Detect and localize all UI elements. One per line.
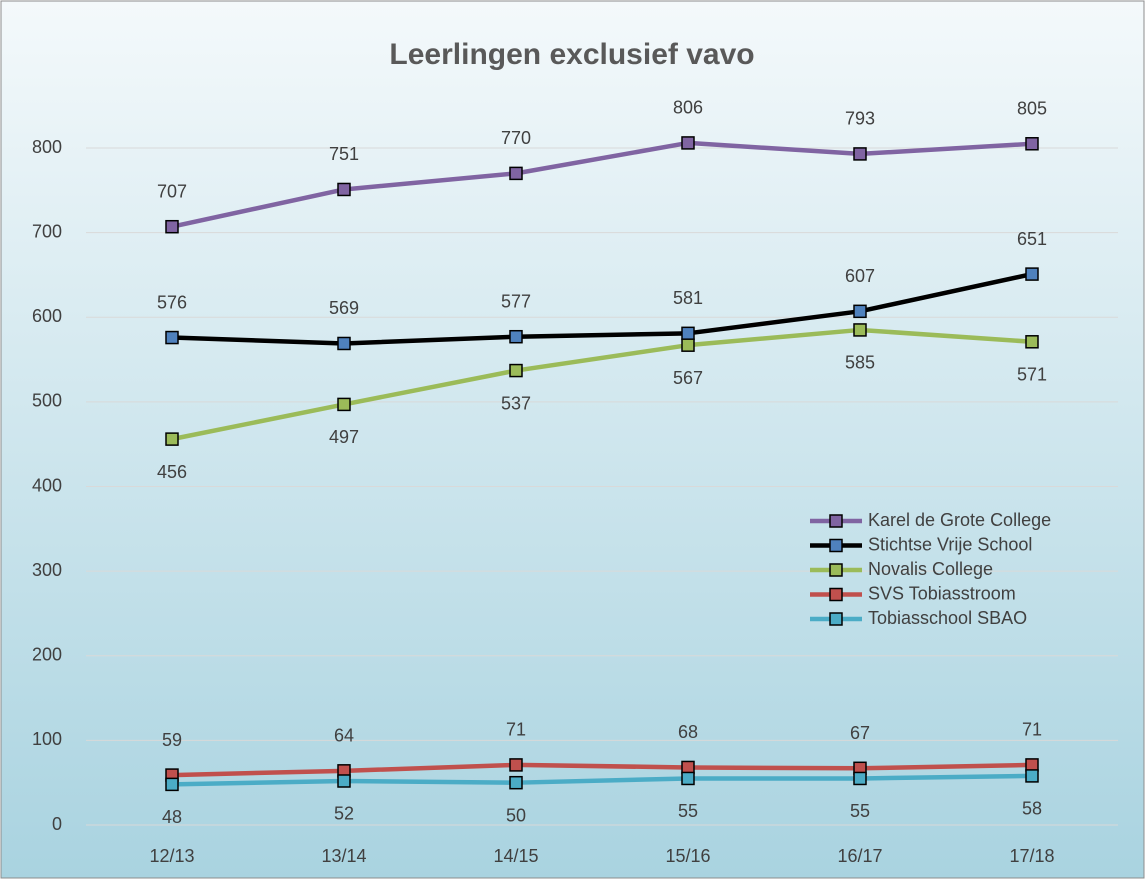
marker [681,136,695,150]
series-line [171,327,1033,442]
marker [165,777,179,792]
data-label: 59 [162,730,182,750]
series-line [171,773,1033,787]
legend-marker [829,563,843,577]
data-label: 651 [1017,229,1047,249]
data-label: 577 [501,291,531,311]
data-label: 607 [845,266,875,286]
data-label: 52 [334,804,354,824]
marker [509,166,523,181]
marker [509,363,523,378]
marker [681,338,695,352]
marker [681,760,695,775]
marker [853,304,867,319]
legend-label: Karel de Grote College [868,510,1051,530]
marker [1025,137,1039,151]
data-label: 456 [157,462,187,482]
y-tick-label: 400 [32,475,62,495]
marker [681,771,695,786]
marker [1025,758,1039,772]
marker [337,336,351,351]
marker [1025,769,1039,783]
series-line [171,762,1033,778]
marker [337,182,351,197]
y-tick-label: 100 [32,729,62,749]
data-label: 55 [678,801,698,821]
marker [1025,267,1039,281]
data-label: 569 [329,298,359,318]
marker [509,775,523,790]
marker [509,758,523,772]
y-tick-label: 200 [32,645,62,665]
data-label: 567 [673,368,703,388]
data-label: 58 [1022,799,1042,819]
marker [853,771,867,786]
data-label: 707 [157,181,187,201]
marker [1025,335,1039,349]
data-label: 64 [334,726,354,746]
data-label: 537 [501,393,531,413]
series-line [171,140,1033,229]
legend-label: SVS Tobiasstroom [868,583,1016,603]
data-label: 71 [1022,720,1042,740]
y-tick-label: 800 [32,137,62,157]
legend-marker [829,514,843,528]
data-label: 585 [845,353,875,373]
marker [853,147,867,161]
legend-label: Tobiasschool SBAO [868,608,1027,628]
data-label: 751 [329,144,359,164]
marker [165,432,179,446]
legend-marker [829,587,843,602]
data-label: 571 [1017,365,1047,385]
data-label: 581 [673,288,703,308]
data-label: 55 [850,801,870,821]
data-label: 50 [506,805,526,825]
x-tick-label: 12/13 [149,846,194,866]
marker [681,326,695,341]
series-line [171,271,1033,346]
data-label: 48 [162,807,182,827]
marker [165,219,179,234]
data-label: 770 [501,128,531,148]
marker [165,330,179,345]
chart-title: Leerlingen exclusief vavo [389,38,754,71]
y-tick-label: 700 [32,221,62,241]
data-label: 497 [329,427,359,447]
marker [337,774,351,788]
data-label: 805 [1017,99,1047,119]
marker [337,397,351,412]
data-label: 793 [845,109,875,129]
data-label: 68 [678,722,698,742]
marker [853,323,867,337]
data-label: 576 [157,292,187,312]
x-tick-label: 15/16 [665,846,710,866]
data-label: 67 [850,723,870,743]
data-label: 806 [673,98,703,118]
y-tick-label: 600 [32,306,62,326]
y-tick-label: 0 [52,814,62,834]
legend-marker [829,612,843,626]
x-tick-label: 16/17 [837,846,882,866]
legend-marker [829,538,843,553]
legend-label: Stichtse Vrije School [868,534,1032,554]
legend-label: Novalis College [868,559,993,579]
x-tick-label: 17/18 [1009,846,1054,866]
y-tick-label: 300 [32,560,62,580]
marker [509,329,523,344]
x-tick-label: 13/14 [321,846,366,866]
x-tick-label: 14/15 [493,846,538,866]
y-tick-label: 500 [32,391,62,411]
data-label: 71 [506,720,526,740]
